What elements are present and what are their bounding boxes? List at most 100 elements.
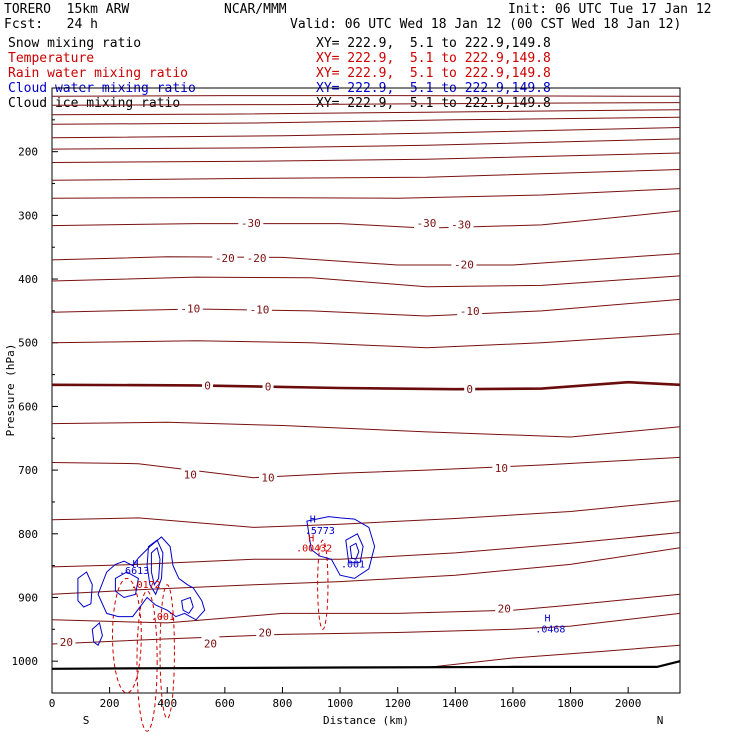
isotherm bbox=[51, 500, 681, 528]
contour-label: -30 bbox=[241, 217, 261, 230]
x-tick-label: 1400 bbox=[442, 697, 469, 710]
cloud-water-contour bbox=[97, 536, 206, 621]
contour-label-bg bbox=[256, 625, 275, 639]
rain-contour bbox=[111, 577, 142, 694]
extremum-label: H bbox=[308, 533, 314, 544]
isotherm bbox=[51, 188, 681, 199]
contour-label: -10 bbox=[249, 304, 269, 317]
field-xy-temperature: XY= 222.9, 5.1 to 222.9,149.8 bbox=[316, 51, 551, 66]
cloud-water-contour bbox=[345, 533, 364, 563]
field-label-snow: Snow mixing ratio bbox=[8, 36, 142, 51]
contour-label-bg bbox=[457, 303, 483, 317]
contour-label-bg bbox=[181, 467, 200, 481]
temperature-contours bbox=[51, 95, 681, 668]
rain-contour bbox=[317, 539, 329, 630]
contour-label: -30 bbox=[451, 218, 471, 231]
y-tick-label: 400 bbox=[18, 273, 38, 286]
rain-contour bbox=[159, 584, 175, 719]
extremum-label: .00432 bbox=[296, 544, 332, 555]
extremum-label: .5773 bbox=[305, 526, 335, 537]
cloud-water-contour bbox=[181, 596, 194, 615]
cloud-water-contours bbox=[77, 516, 376, 646]
isotherm bbox=[51, 127, 681, 139]
contour-label: 10 bbox=[261, 472, 274, 485]
isotherm bbox=[51, 169, 681, 181]
y-axis: 200 300 400 500 600 700 800 900 1000 bbox=[12, 119, 58, 694]
contour-label-bg bbox=[212, 251, 238, 265]
contour-label-bg bbox=[202, 378, 214, 392]
field-xy-snow: XY= 222.9, 5.1 to 222.9,149.8 bbox=[316, 36, 551, 51]
x-axis-title: Distance (km) bbox=[323, 714, 409, 727]
extremum-label: .001 bbox=[151, 612, 175, 623]
x-tick-label: 1800 bbox=[557, 697, 584, 710]
isotherm bbox=[51, 152, 681, 163]
contour-label: -10 bbox=[460, 305, 480, 318]
field-xy-rain: XY= 222.9, 5.1 to 222.9,149.8 bbox=[316, 66, 551, 81]
field-label-temperature: Temperature bbox=[8, 51, 95, 66]
contour-label-bg bbox=[259, 470, 278, 484]
contour-label: 20 bbox=[60, 636, 73, 649]
contour-label: -20 bbox=[247, 252, 267, 265]
terrain bbox=[51, 660, 681, 670]
contour-label: -30 bbox=[417, 217, 437, 230]
center-label: NCAR/MMM bbox=[224, 2, 287, 17]
contour-labels: -30 -30 -30 -20 -20 -20 -10 -10 -10 0 0 0 10 10 10 20 20… bbox=[57, 216, 514, 650]
isotherm bbox=[51, 210, 681, 229]
x-tick-label: 1200 bbox=[384, 697, 411, 710]
isotherm bbox=[51, 138, 681, 150]
init-time: Init: 06 UTC Tue 17 Jan 12 bbox=[508, 2, 712, 17]
x-tick-label: 400 bbox=[157, 697, 177, 710]
y-tick-label: 800 bbox=[18, 528, 38, 541]
contour-label: -10 bbox=[180, 302, 200, 315]
isotherm bbox=[51, 116, 681, 125]
contour-label: -20 bbox=[215, 252, 235, 265]
model-title: TORERO 15km ARW bbox=[4, 2, 130, 17]
isotherm bbox=[51, 532, 681, 568]
extremum-label: H bbox=[133, 559, 139, 570]
contour-label-bg bbox=[244, 251, 270, 265]
y-tick-label: 500 bbox=[18, 337, 38, 350]
y-tick-label: 200 bbox=[18, 146, 38, 159]
cloud-water-contour bbox=[150, 546, 161, 586]
contour-label: 20 bbox=[204, 637, 217, 650]
extremum-label: .001 bbox=[341, 560, 365, 571]
forecast-hour: Fcst: 24 h bbox=[4, 17, 98, 32]
x-tick-label: 2000 bbox=[615, 697, 642, 710]
cloud-water-contour bbox=[349, 542, 360, 560]
field-label-rain: Rain water mixing ratio bbox=[8, 66, 189, 81]
isotherm bbox=[51, 275, 681, 288]
x-tick-label: 0 bbox=[49, 697, 56, 710]
extremum-label: .6613 bbox=[119, 566, 149, 577]
contour-label-bg bbox=[451, 257, 477, 271]
isotherm bbox=[51, 456, 681, 479]
contour-label: -20 bbox=[454, 258, 474, 271]
y-tick-label: 300 bbox=[18, 209, 38, 222]
isotherm bbox=[51, 333, 681, 349]
x-end-label-left: S bbox=[83, 714, 90, 727]
cloud-water-contour bbox=[146, 539, 164, 596]
isotherm bbox=[426, 644, 681, 668]
contour-label: 20 bbox=[498, 602, 511, 615]
contour-label-bg bbox=[495, 601, 514, 615]
isotherm bbox=[51, 421, 681, 438]
x-axis: 0 200 400 600 800 1000 1200 1400 1600 1800 2000 bbox=[49, 687, 642, 710]
contour-label-bg bbox=[201, 636, 220, 650]
y-tick-label: 1000 bbox=[12, 655, 39, 668]
contour-label-bg bbox=[262, 379, 274, 393]
isotherm bbox=[51, 547, 681, 595]
x-end-label-right: N bbox=[657, 714, 664, 727]
isotherm bbox=[51, 95, 681, 97]
field-label-cloud-ice: Cloud ice mixing ratio bbox=[8, 96, 181, 111]
contour-label: 0 bbox=[204, 379, 211, 392]
contour-label: 10 bbox=[184, 469, 197, 482]
plot-frame bbox=[51, 87, 681, 694]
contour-label-bg bbox=[177, 301, 203, 315]
isotherm bbox=[51, 298, 681, 317]
contour-label-bg bbox=[492, 461, 511, 475]
contour-label: 0 bbox=[466, 383, 473, 396]
freezing-level bbox=[51, 380, 681, 391]
terrain-line bbox=[51, 660, 681, 670]
isotherm bbox=[51, 612, 681, 645]
extremum-label: H bbox=[544, 614, 550, 625]
